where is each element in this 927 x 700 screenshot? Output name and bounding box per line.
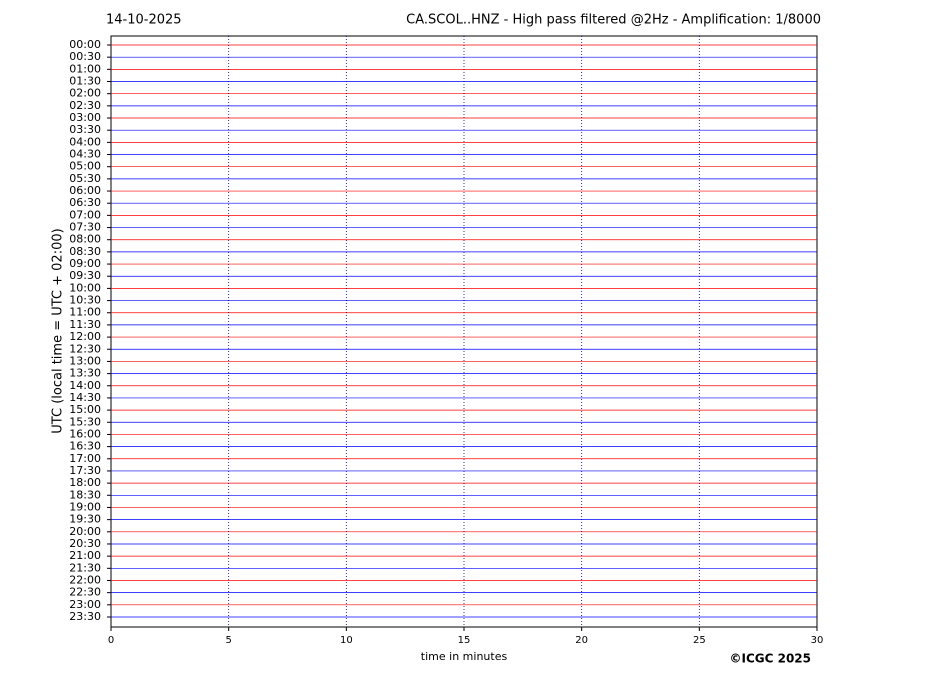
y-axis-label: UTC (local time = UTC + 02:00): [51, 228, 66, 433]
y-tick-label: 10:30: [69, 294, 101, 307]
y-tick-label: 18:30: [69, 488, 101, 501]
y-tick-label: 06:00: [69, 184, 101, 197]
y-tick-label: 05:30: [69, 172, 101, 185]
y-tick-label: 13:00: [69, 354, 101, 367]
y-tick-label: 11:30: [69, 318, 101, 331]
y-tick-label: 02:00: [69, 87, 101, 100]
y-tick-label: 04:00: [69, 135, 101, 148]
y-tick-label: 21:00: [69, 549, 101, 562]
y-tick-label: 14:00: [69, 379, 101, 392]
y-tick-label: 22:00: [69, 573, 101, 586]
y-tick-label: 04:30: [69, 148, 101, 161]
y-tick-label: 03:00: [69, 111, 101, 124]
y-tick-label: 01:30: [69, 75, 101, 88]
y-tick-label: 06:30: [69, 196, 101, 209]
y-tick-label: 09:30: [69, 269, 101, 282]
y-tick-label: 11:00: [69, 306, 101, 319]
y-tick-label: 21:30: [69, 561, 101, 574]
y-tick-label: 14:30: [69, 391, 101, 404]
y-tick-label: 17:30: [69, 464, 101, 477]
x-tick-label: 5: [225, 635, 231, 646]
y-tick-label: 07:30: [69, 221, 101, 234]
y-tick-label: 15:00: [69, 403, 101, 416]
y-tick-label: 23:00: [69, 598, 101, 611]
x-tick-label: 20: [575, 635, 588, 646]
x-tick-label: 30: [811, 635, 824, 646]
y-tick-label: 23:30: [69, 610, 101, 623]
y-tick-label: 16:30: [69, 440, 101, 453]
x-axis-label: time in minutes: [421, 650, 508, 663]
x-tick-label: 0: [108, 635, 114, 646]
y-tick-label: 08:00: [69, 233, 101, 246]
x-tick-label: 10: [340, 635, 353, 646]
y-tick-label: 08:30: [69, 245, 101, 258]
chart-date: 14-10-2025: [106, 13, 182, 28]
x-tick-label: 25: [693, 635, 706, 646]
y-tick-label: 20:00: [69, 525, 101, 538]
y-tick-label: 18:00: [69, 476, 101, 489]
y-tick-label: 00:00: [69, 38, 101, 51]
y-tick-label: 22:30: [69, 586, 101, 599]
y-tick-label: 15:30: [69, 415, 101, 428]
y-tick-label: 09:00: [69, 257, 101, 270]
x-tick-label: 15: [458, 635, 471, 646]
y-tick-label: 07:00: [69, 208, 101, 221]
y-tick-label: 05:00: [69, 160, 101, 173]
y-tick-label: 00:30: [69, 50, 101, 63]
chart-title: CA.SCOL..HNZ - High pass filtered @2Hz -…: [406, 13, 821, 28]
y-tick-label: 02:30: [69, 99, 101, 112]
y-tick-label: 12:00: [69, 330, 101, 343]
y-tick-label: 12:30: [69, 342, 101, 355]
y-tick-label: 10:00: [69, 281, 101, 294]
y-tick-label: 13:30: [69, 367, 101, 380]
y-tick-label: 16:00: [69, 427, 101, 440]
y-tick-label: 20:30: [69, 537, 101, 550]
y-tick-label: 01:00: [69, 62, 101, 75]
y-tick-label: 17:00: [69, 452, 101, 465]
y-tick-label: 19:30: [69, 513, 101, 526]
y-tick-label: 19:00: [69, 500, 101, 513]
y-tick-label: 03:30: [69, 123, 101, 136]
plot-frame: [110, 35, 818, 628]
credit: ©ICGC 2025: [729, 652, 811, 666]
